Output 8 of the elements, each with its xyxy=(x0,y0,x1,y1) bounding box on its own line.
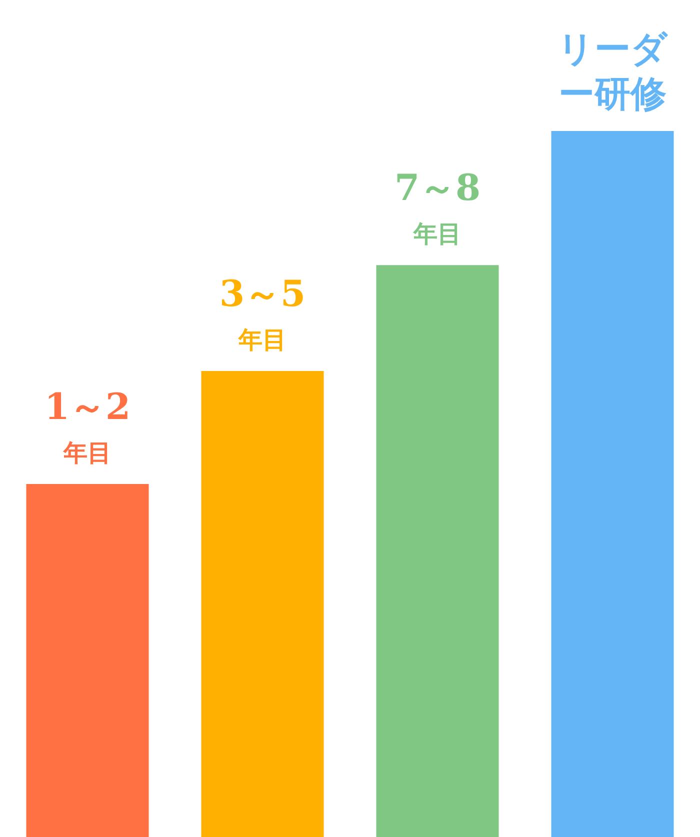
x-tick-label: 7～8年目 xyxy=(394,167,481,248)
bar xyxy=(551,131,674,837)
x-tick-label: 3～5年目 xyxy=(219,273,306,354)
bar xyxy=(26,484,149,837)
x-tick-label: リーダー研修 xyxy=(558,28,668,115)
bar xyxy=(376,265,499,837)
bar xyxy=(201,371,324,837)
x-tick-label: 1～2年目 xyxy=(44,386,131,467)
